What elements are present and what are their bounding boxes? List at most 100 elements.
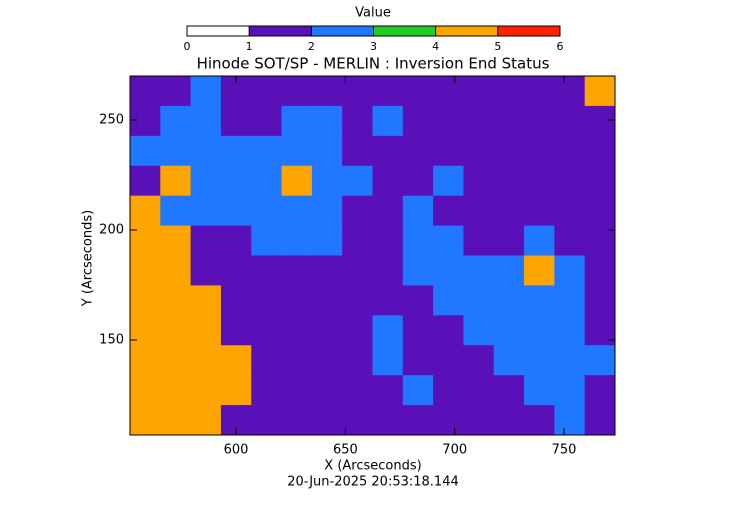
plot-frame	[129, 75, 616, 436]
heatmap-cell	[554, 285, 586, 316]
heatmap-cell	[493, 375, 525, 406]
heatmap-cell	[130, 225, 161, 256]
heatmap-cell	[433, 195, 464, 227]
heatmap-cell	[220, 195, 252, 227]
heatmap-cell	[372, 285, 404, 316]
y-axis-label: Y (Arcseconds)	[81, 210, 96, 307]
heatmap-cell	[220, 105, 252, 137]
heatmap-cell	[160, 165, 192, 197]
heatmap-cell	[554, 375, 586, 406]
heatmap-cell	[433, 105, 464, 137]
heatmap-cell	[554, 165, 586, 197]
heatmap-cell	[190, 76, 222, 107]
heatmap-cell	[433, 76, 464, 107]
heatmap-cell	[190, 405, 222, 436]
heatmap-cell	[493, 345, 525, 376]
heatmap-cell	[311, 345, 343, 376]
heatmap-cell	[554, 405, 586, 436]
heatmap-cell	[524, 345, 555, 376]
heatmap-cell	[342, 165, 373, 197]
colorbar-tick-label: 1	[246, 40, 253, 53]
heatmap-cell	[584, 225, 616, 256]
heatmap-cell	[524, 135, 555, 167]
heatmap-cell	[190, 255, 222, 286]
heatmap-cell	[554, 195, 586, 227]
heatmap-cell	[372, 315, 404, 346]
heatmap-cell	[311, 76, 343, 107]
heatmap-cell	[433, 225, 464, 256]
heatmap-cell	[524, 255, 555, 286]
heatmap-cell	[342, 405, 373, 436]
heatmap-cell	[463, 375, 495, 406]
heatmap-cell	[130, 105, 161, 137]
heatmap-cell	[524, 285, 555, 316]
heatmap-cell	[130, 165, 161, 197]
heatmap-cell	[372, 345, 404, 376]
heatmap-cell	[281, 375, 313, 406]
heatmap-cell	[220, 345, 252, 376]
heatmap-cell	[372, 195, 404, 227]
heatmap-cell	[463, 255, 495, 286]
colorbar-label: Value	[355, 6, 391, 21]
heatmap-cell	[372, 135, 404, 167]
heatmap-cell	[251, 375, 283, 406]
heatmap-cell	[554, 135, 586, 167]
heatmap-cell	[584, 135, 616, 167]
colorbar-tick-label: 4	[432, 40, 439, 53]
heatmap-cell	[433, 135, 464, 167]
heatmap-cell	[160, 405, 192, 436]
heatmap-cell	[281, 76, 313, 107]
heatmap-cell	[493, 76, 525, 107]
heatmap-cell	[524, 405, 555, 436]
heatmap-cell	[311, 375, 343, 406]
heatmap-cell	[342, 345, 373, 376]
heatmap-cell	[311, 165, 343, 197]
heatmap-cell	[160, 76, 192, 107]
heatmap-cell	[190, 315, 222, 346]
heatmap-cell	[584, 375, 616, 406]
heatmap-cell	[251, 195, 283, 227]
heatmap-cell	[160, 195, 192, 227]
heatmap-cell	[372, 76, 404, 107]
heatmap-cell	[493, 165, 525, 197]
heatmap-cell	[463, 345, 495, 376]
colorbar-segment	[311, 26, 374, 36]
heatmap-cell	[554, 225, 586, 256]
heatmap-cell	[160, 135, 192, 167]
heatmap-cell	[281, 405, 313, 436]
heatmap-cell	[554, 255, 586, 286]
heatmap-cell	[342, 105, 373, 137]
heatmap-cell	[160, 285, 192, 316]
heatmap-cell	[130, 255, 161, 286]
heatmap-cell	[584, 76, 616, 107]
heatmap-cell	[524, 315, 555, 346]
heatmap-cell	[160, 315, 192, 346]
colorbar-segment	[373, 26, 436, 36]
heatmap-cell	[554, 105, 586, 137]
heatmap-cell	[524, 105, 555, 137]
heatmap-cell	[463, 165, 495, 197]
heatmap-cell	[251, 76, 283, 107]
heatmap-cell	[493, 255, 525, 286]
heatmap-cell	[190, 195, 222, 227]
heatmap-cell	[251, 225, 283, 256]
heatmap-cell	[584, 285, 616, 316]
heatmap-cell	[160, 375, 192, 406]
heatmap-cell	[190, 135, 222, 167]
heatmap-cell	[554, 76, 586, 107]
heatmap-cell	[311, 195, 343, 227]
heatmap-cell	[402, 375, 434, 406]
heatmap-cell	[130, 135, 161, 167]
heatmap-cell	[342, 375, 373, 406]
heatmap-cell	[493, 135, 525, 167]
colorbar-tick-label: 2	[308, 40, 315, 53]
heatmap-cell	[433, 345, 464, 376]
heatmap-cell	[311, 135, 343, 167]
heatmap-cell	[251, 105, 283, 137]
heatmap-cell	[524, 195, 555, 227]
heatmap-cell	[463, 195, 495, 227]
heatmap-cell	[251, 405, 283, 436]
heatmap-cell	[402, 225, 434, 256]
heatmap-cell	[281, 225, 313, 256]
heatmap-cell	[433, 255, 464, 286]
